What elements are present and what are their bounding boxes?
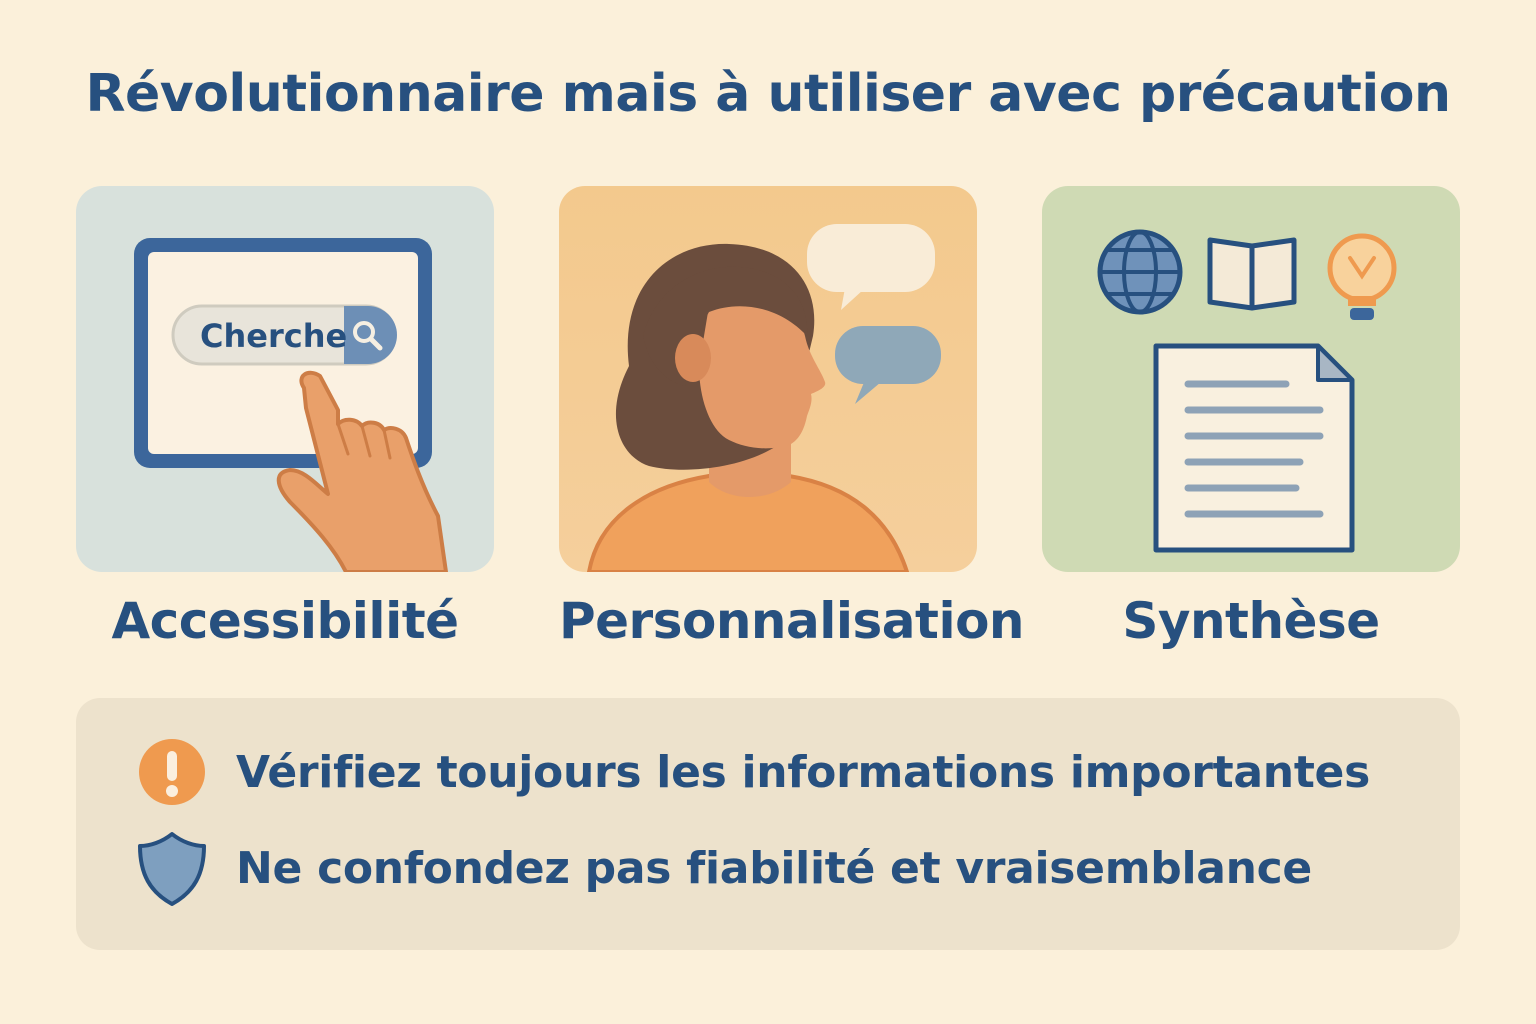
shield-icon	[138, 832, 206, 906]
person-speech-bubbles-icon	[586, 224, 941, 572]
globe-book-lightbulb-document-icon	[1097, 229, 1397, 553]
globe-icon	[1097, 229, 1183, 315]
warning-item: Vérifiez toujours les informations impor…	[136, 732, 1370, 812]
page-title: Révolutionnaire mais à utiliser avec pré…	[85, 64, 1452, 124]
synthesis-label: Synthèse	[1122, 592, 1380, 650]
synthesis-card	[1042, 186, 1460, 572]
accessibility-label: Accessibilité	[111, 592, 459, 650]
personalisation-card	[559, 186, 977, 572]
warning-text: Vérifiez toujours les informations impor…	[236, 746, 1370, 798]
book-icon	[1207, 237, 1297, 311]
warning-item: Ne confondez pas fiabilité et vraisembla…	[136, 828, 1312, 908]
search-field-text: Cherche	[200, 317, 347, 355]
lightbulb-icon	[1327, 233, 1397, 320]
document-icon	[1153, 343, 1355, 553]
personalisation-label: Personnalisation	[559, 592, 1025, 650]
warning-text: Ne confondez pas fiabilité et vraisembla…	[236, 842, 1312, 894]
exclamation-icon	[139, 739, 205, 805]
tablet-search-tap-icon: Cherche	[134, 238, 448, 572]
caution-panel: Vérifiez toujours les informations impor…	[76, 698, 1460, 950]
accessibility-card: Cherche	[76, 186, 494, 572]
